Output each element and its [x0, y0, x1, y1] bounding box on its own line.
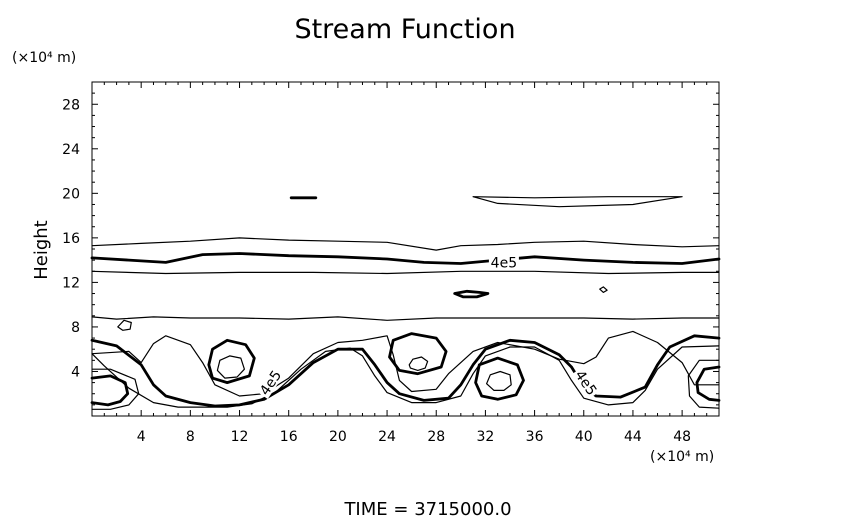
contour-line	[92, 238, 719, 250]
chart-title: Stream Function	[294, 14, 515, 45]
contour-line	[92, 336, 719, 406]
x-tick-label: 12	[231, 429, 249, 445]
contour-line	[390, 334, 447, 374]
contour-label: 4e5	[488, 252, 519, 271]
x-tick-label: 16	[280, 429, 298, 445]
y-axis-unit-label: (×10⁴ m)	[12, 50, 76, 66]
y-tick-label: 8	[71, 320, 80, 336]
y-tick-label: 4	[71, 364, 80, 380]
contour-label-text: 4e5	[491, 255, 517, 271]
contour-line	[455, 291, 488, 297]
time-equals-sign: =	[393, 499, 414, 519]
x-tick-label: 36	[526, 429, 544, 445]
x-tick-label: 32	[476, 429, 494, 445]
contour-line	[118, 320, 132, 330]
x-tick-label: 20	[329, 429, 347, 445]
x-tick-label: 40	[575, 429, 593, 445]
y-axis-label: Height	[31, 220, 52, 280]
time-value: 3715000.0	[414, 499, 511, 519]
contour-line	[476, 358, 524, 399]
y-tick-label: 20	[62, 186, 80, 202]
time-label: TIME = 3715000.0	[343, 499, 511, 519]
contour-line	[92, 254, 719, 264]
contour-line	[688, 360, 719, 408]
contour-line	[487, 372, 512, 391]
contour-line	[92, 346, 719, 407]
x-tick-label: 44	[624, 429, 642, 445]
y-tick-label: 16	[62, 231, 80, 247]
x-tick-label: 48	[673, 429, 691, 445]
contour-line	[600, 287, 607, 293]
contour-line	[409, 357, 427, 370]
x-tick-label: 4	[137, 429, 146, 445]
y-tick-label: 12	[62, 275, 80, 291]
plot-frame	[91, 81, 720, 417]
contour-line	[473, 197, 682, 207]
contour-lines	[92, 197, 719, 410]
y-tick-label: 24	[62, 142, 80, 158]
contour-line	[92, 331, 719, 396]
contour-label-background	[488, 252, 519, 270]
contour-line	[92, 376, 128, 405]
x-tick-label: 24	[378, 429, 396, 445]
contour-line	[92, 317, 719, 320]
x-tick-label: 28	[427, 429, 445, 445]
y-tick-label: 28	[62, 97, 80, 113]
contour-label-background	[253, 364, 285, 399]
contour-line	[697, 367, 719, 400]
contour-label-background	[572, 364, 603, 399]
x-axis-unit-label: (×10⁴ m)	[650, 449, 714, 465]
contour-line	[92, 271, 719, 273]
time-label-text: TIME	[343, 499, 387, 519]
x-tick-label: 8	[186, 429, 195, 445]
contour-line	[209, 340, 255, 382]
contour-line	[92, 369, 139, 409]
contour-line	[217, 356, 244, 378]
